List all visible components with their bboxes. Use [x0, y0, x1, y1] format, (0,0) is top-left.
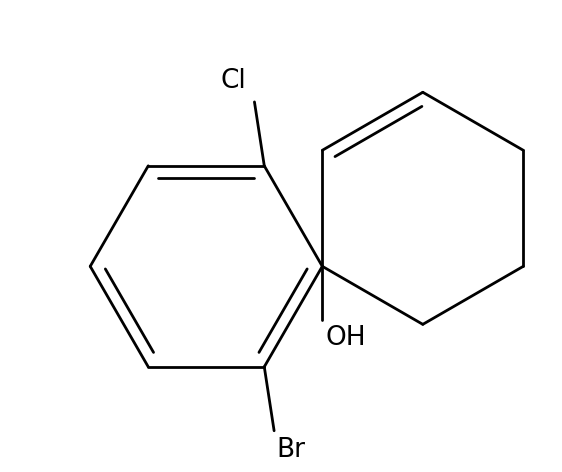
- Text: OH: OH: [325, 325, 366, 351]
- Text: Cl: Cl: [221, 68, 247, 94]
- Text: Br: Br: [276, 437, 305, 463]
